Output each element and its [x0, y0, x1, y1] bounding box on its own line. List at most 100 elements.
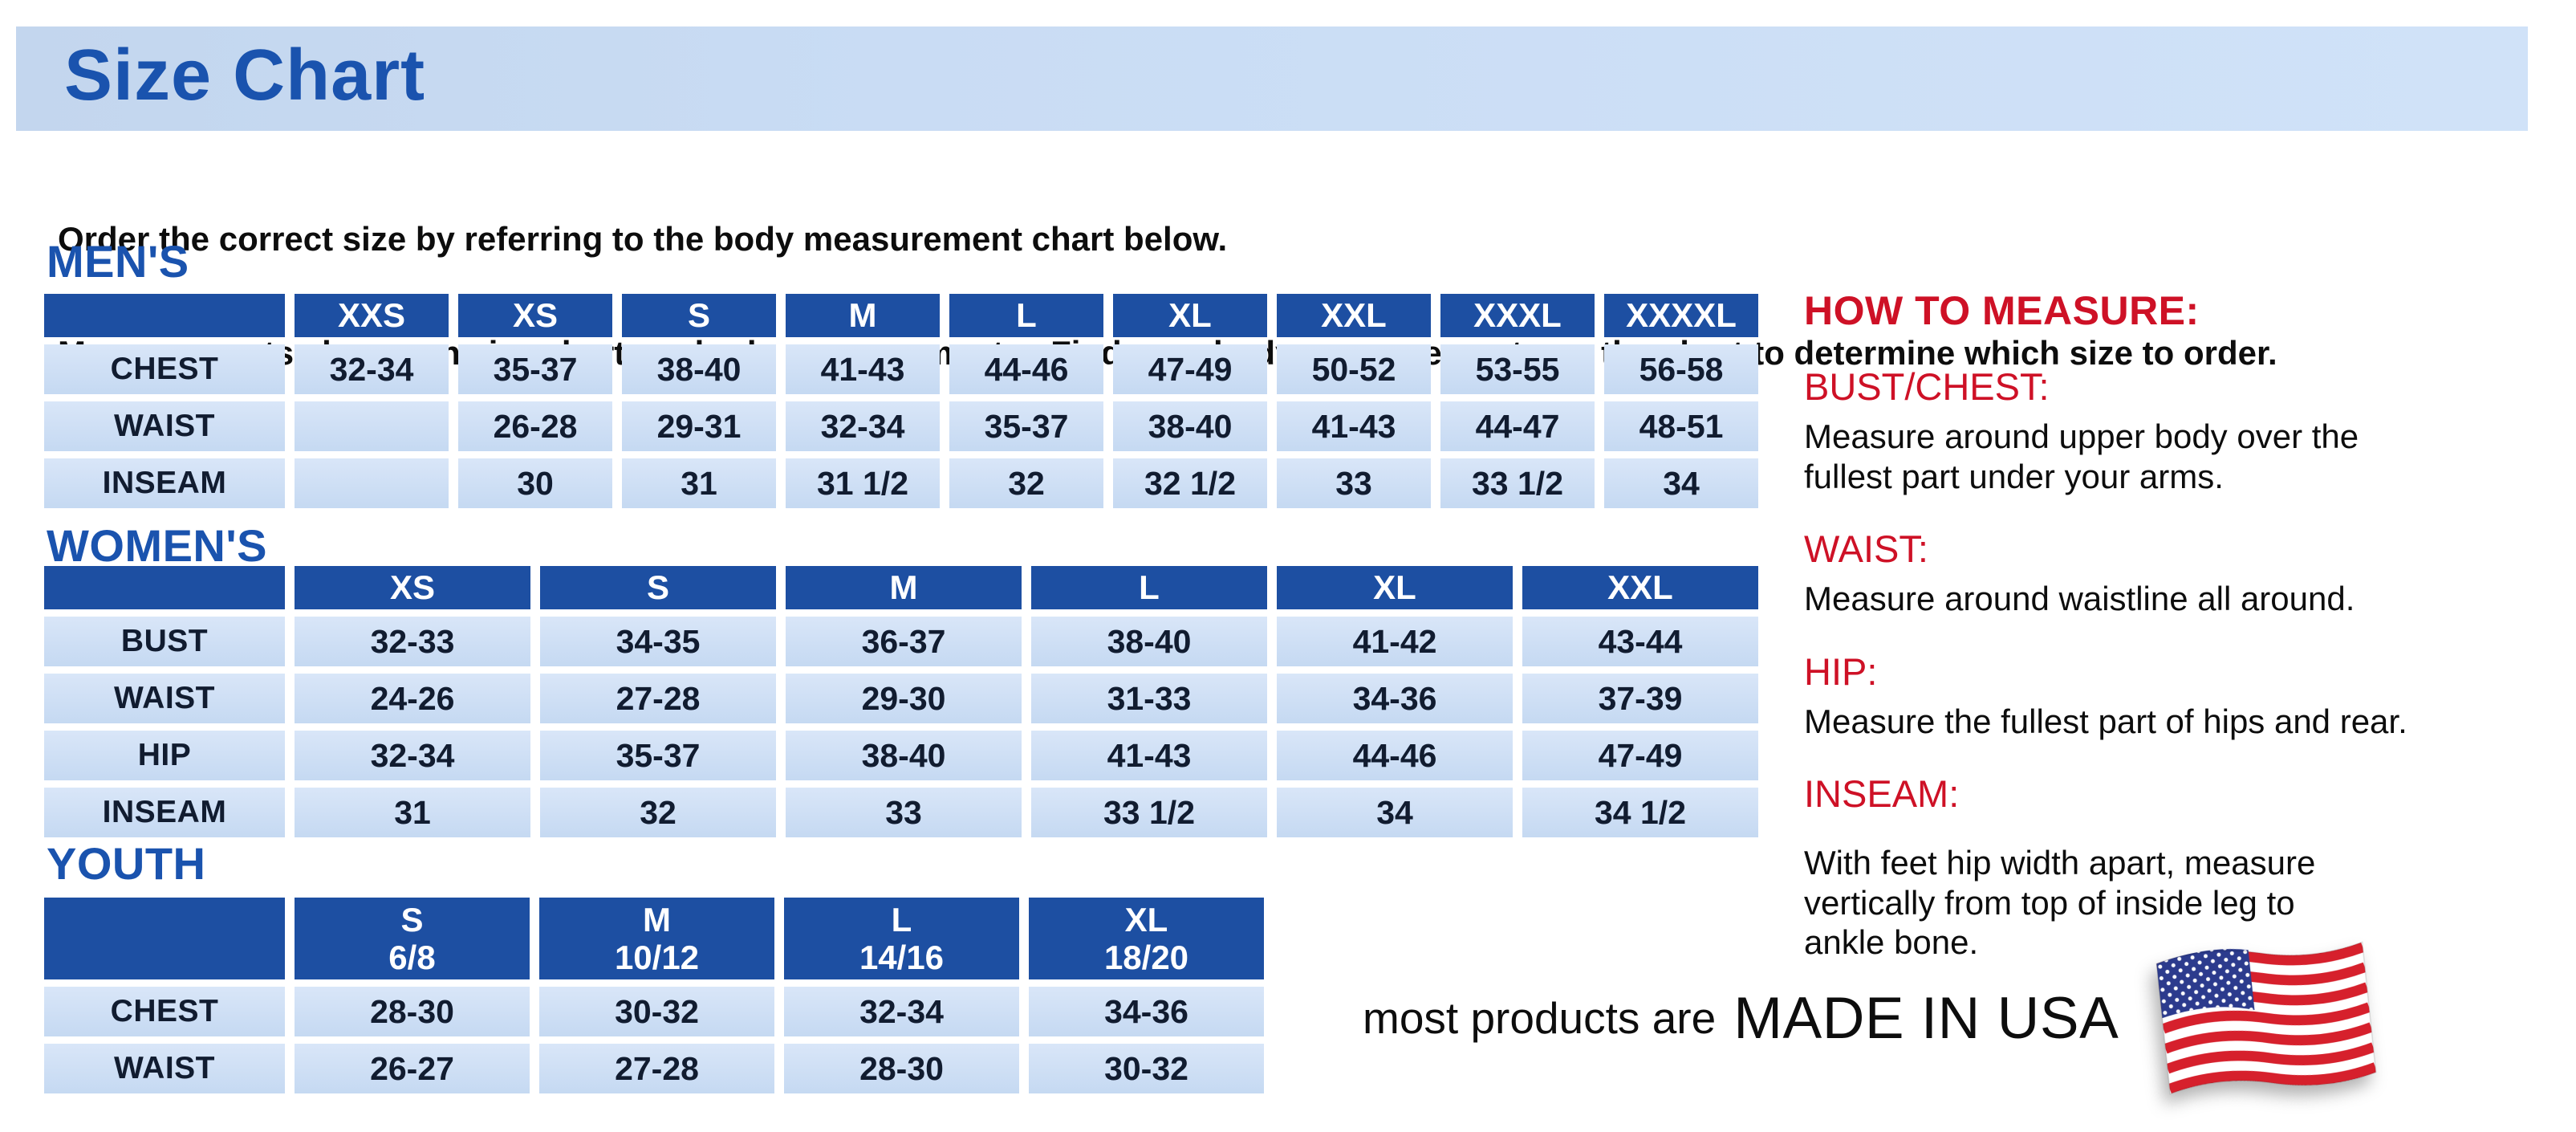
measurement-value-cell: 33 1/2	[1440, 458, 1595, 508]
measurement-value-cell: 38-40	[622, 344, 776, 394]
measurement-value-cell: 44-47	[1440, 401, 1595, 451]
measurement-value-cell: 34	[1277, 788, 1513, 837]
size-column-header: L	[949, 294, 1103, 337]
measurement-value-cell: 26-28	[458, 401, 612, 451]
measurement-row-label: INSEAM	[44, 458, 285, 508]
measurement-value-cell: 56-58	[1604, 344, 1758, 394]
size-column-header: XXXXL	[1604, 294, 1758, 337]
size-column-header: XL	[1113, 294, 1267, 337]
size-column-header: XS	[295, 566, 530, 609]
measurement-value-cell: 41-42	[1277, 617, 1513, 666]
size-label: M	[643, 900, 671, 939]
size-column-header: S	[622, 294, 776, 337]
measurement-value-cell: 35-37	[458, 344, 612, 394]
section-heading-womens: WOMEN'S	[47, 520, 268, 571]
size-column-header: M	[786, 566, 1022, 609]
size-column-header: M 10/12	[539, 898, 774, 979]
usa-flag-icon	[2155, 941, 2377, 1095]
measurement-value-cell: 53-55	[1440, 344, 1595, 394]
age-range-label: 6/8	[388, 939, 436, 976]
size-column-header: S	[540, 566, 776, 609]
size-label: XL	[1124, 900, 1168, 939]
measurement-row-label: BUST	[44, 617, 285, 666]
measurement-value-cell: 38-40	[1031, 617, 1267, 666]
measurement-value-cell: 30-32	[1029, 1044, 1264, 1093]
measurement-value-cell: 43-44	[1522, 617, 1758, 666]
size-column-header: XXS	[295, 294, 449, 337]
measurement-value-cell: 31	[622, 458, 776, 508]
measurement-value-cell: 30-32	[539, 987, 774, 1036]
measurement-value-cell: 32-34	[786, 401, 940, 451]
measurement-value-cell: 35-37	[949, 401, 1103, 451]
page-title: Size Chart	[64, 35, 426, 116]
size-column-header: XXXL	[1440, 294, 1595, 337]
measure-text-waist: Measure around waistline all around.	[1804, 580, 2355, 618]
measurement-value-cell: 29-30	[786, 674, 1022, 723]
measurement-value-cell: 41-43	[786, 344, 940, 394]
measurement-value-cell: 33	[786, 788, 1022, 837]
measurement-value-cell: 34	[1604, 458, 1758, 508]
page-banner: Size Chart	[16, 26, 2528, 131]
measurement-value-cell: 34-36	[1029, 987, 1264, 1036]
measurement-value-cell: 33 1/2	[1031, 788, 1267, 837]
table-corner-cell	[44, 566, 285, 609]
table-corner-cell	[44, 294, 285, 337]
measurement-value-cell: 32 1/2	[1113, 458, 1267, 508]
measurement-value-cell: 27-28	[540, 674, 776, 723]
size-label: S	[400, 900, 424, 939]
measurement-value-cell: 30	[458, 458, 612, 508]
made-in-usa-prefix: most products are	[1363, 993, 1717, 1043]
measure-text-bust-chest: Measure around upper body over the fulle…	[1804, 417, 2359, 495]
measurement-value-cell: 50-52	[1277, 344, 1431, 394]
measurement-row-label: CHEST	[44, 344, 285, 394]
size-column-header: XXL	[1522, 566, 1758, 609]
measurement-value-cell: 31 1/2	[786, 458, 940, 508]
measurement-value-cell	[295, 458, 449, 508]
measurement-value-cell: 36-37	[786, 617, 1022, 666]
measurement-value-cell: 31	[295, 788, 530, 837]
measurement-value-cell: 32	[949, 458, 1103, 508]
made-in-usa-text: MADE IN USA	[1733, 985, 2119, 1051]
measurement-value-cell: 44-46	[949, 344, 1103, 394]
measurement-value-cell: 44-46	[1277, 731, 1513, 780]
size-column-header: XS	[458, 294, 612, 337]
measurement-value-cell: 29-31	[622, 401, 776, 451]
size-column-header: S 6/8	[295, 898, 530, 979]
measurement-row-label: CHEST	[44, 987, 285, 1036]
section-heading-youth: YOUTH	[47, 838, 206, 889]
measurement-value-cell: 28-30	[784, 1044, 1019, 1093]
size-label: L	[891, 900, 912, 939]
measurement-value-cell: 28-30	[295, 987, 530, 1036]
measurement-value-cell: 31-33	[1031, 674, 1267, 723]
size-column-header: L 14/16	[784, 898, 1019, 979]
measure-label-inseam: INSEAM:	[1804, 772, 1960, 816]
measurement-value-cell: 38-40	[786, 731, 1022, 780]
measure-text-inseam: With feet hip width apart, measure verti…	[1804, 844, 2316, 962]
age-range-label: 10/12	[614, 939, 700, 976]
measure-text-hip: Measure the fullest part of hips and rea…	[1804, 702, 2407, 740]
measurement-value-cell: 32	[540, 788, 776, 837]
intro-line-1: Order the correct size by referring to t…	[58, 220, 1228, 259]
measurement-value-cell: 26-27	[295, 1044, 530, 1093]
measurement-value-cell: 32-33	[295, 617, 530, 666]
mens-size-table: XXS XS S M L XL XXL XXXL XXXXL CHEST 32-34 35-37 38-…	[44, 294, 1758, 508]
measurement-value-cell: 41-43	[1031, 731, 1267, 780]
measurement-row-label: WAIST	[44, 401, 285, 451]
age-range-label: 18/20	[1103, 939, 1189, 976]
measurement-row-label: WAIST	[44, 674, 285, 723]
how-to-measure-panel: HOW TO MEASURE: BUST/CHEST: Measure arou…	[1804, 287, 2576, 963]
size-column-header: L	[1031, 566, 1267, 609]
measure-label-waist: WAIST:	[1804, 527, 1928, 571]
measurement-value-cell: 37-39	[1522, 674, 1758, 723]
measurement-value-cell: 34 1/2	[1522, 788, 1758, 837]
measure-label-bust-chest: BUST/CHEST:	[1804, 365, 2050, 408]
measurement-value-cell: 35-37	[540, 731, 776, 780]
measurement-value-cell: 24-26	[295, 674, 530, 723]
measurement-row-label: INSEAM	[44, 788, 285, 837]
measurement-row-label: WAIST	[44, 1044, 285, 1093]
size-column-header: XXL	[1277, 294, 1431, 337]
measurement-value-cell: 32-34	[295, 344, 449, 394]
age-range-label: 14/16	[859, 939, 945, 976]
section-heading-mens: MEN'S	[47, 236, 189, 287]
